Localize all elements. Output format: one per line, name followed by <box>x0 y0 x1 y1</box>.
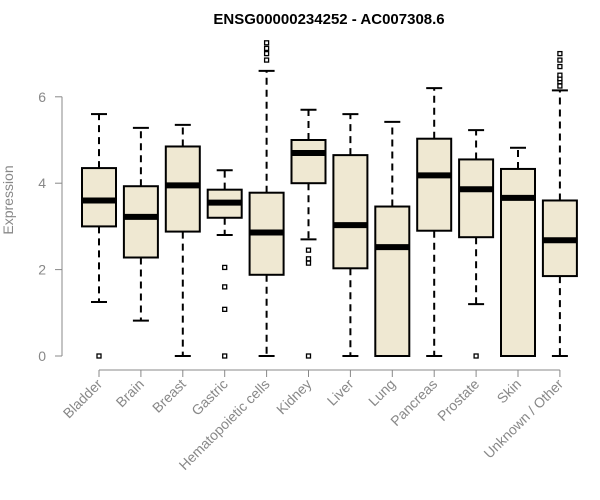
box-10 <box>458 129 495 359</box>
x-tick-label: Prostate <box>434 376 482 424</box>
x-tick-label: Unknown / Other <box>480 376 566 462</box>
box-11 <box>500 146 536 357</box>
outlier-point <box>96 353 102 359</box>
box-4 <box>206 169 243 359</box>
chart-title: ENSG00000234252 - AC007308.6 <box>213 11 444 28</box>
box-group <box>81 40 578 359</box>
box-3 <box>164 123 201 357</box>
x-tick-label: Bladder <box>60 376 106 422</box>
box-rect <box>81 167 117 228</box>
outlier-point <box>557 57 563 63</box>
outlier-point <box>305 247 312 253</box>
box-9 <box>416 87 453 357</box>
outlier-point <box>557 50 563 57</box>
box-2 <box>122 126 159 322</box>
box-rect <box>164 145 201 233</box>
box-rect <box>332 154 369 270</box>
y-tick-label: 4 <box>38 175 46 191</box>
x-tick-label: Brain <box>113 376 147 410</box>
x-tick-label: Pancreas <box>387 376 440 429</box>
box-6 <box>290 108 327 359</box>
outlier-point <box>473 353 479 359</box>
box-7 <box>332 113 369 357</box>
outlier-point <box>263 45 270 52</box>
x-tick-label: Liver <box>324 376 357 409</box>
outlier-point <box>222 284 228 290</box>
box-rect <box>122 185 159 259</box>
outlier-point <box>222 264 228 271</box>
x-tick-label: Lung <box>365 376 398 409</box>
outlier-point <box>305 256 312 262</box>
outlier-point <box>305 353 312 359</box>
box-rect <box>458 158 495 239</box>
box-8 <box>374 120 411 357</box>
box-5 <box>248 40 285 357</box>
x-tick-label: Skin <box>494 376 525 407</box>
outlier-point <box>305 260 312 266</box>
x-tick-label: Kidney <box>273 376 315 418</box>
outlier-point <box>263 40 270 46</box>
outlier-point <box>557 72 563 78</box>
box-rect <box>416 137 453 232</box>
y-axis: 0 2 4 6 <box>38 89 63 364</box>
box-rect <box>290 139 327 185</box>
outlier-point <box>263 57 270 63</box>
y-tick-label: 0 <box>38 348 46 364</box>
box-1 <box>81 113 117 359</box>
box-rect <box>374 205 411 357</box>
y-axis-label: Expression <box>0 165 16 234</box>
y-tick-label: 2 <box>38 262 46 278</box>
outlier-point <box>557 83 563 89</box>
outlier-point <box>557 63 563 70</box>
y-tick-label: 6 <box>38 89 46 105</box>
outlier-point <box>222 306 228 312</box>
outlier-point <box>263 50 270 57</box>
outlier-point <box>222 353 228 359</box>
box-12 <box>541 50 578 357</box>
x-tick-label: Breast <box>149 376 189 416</box>
